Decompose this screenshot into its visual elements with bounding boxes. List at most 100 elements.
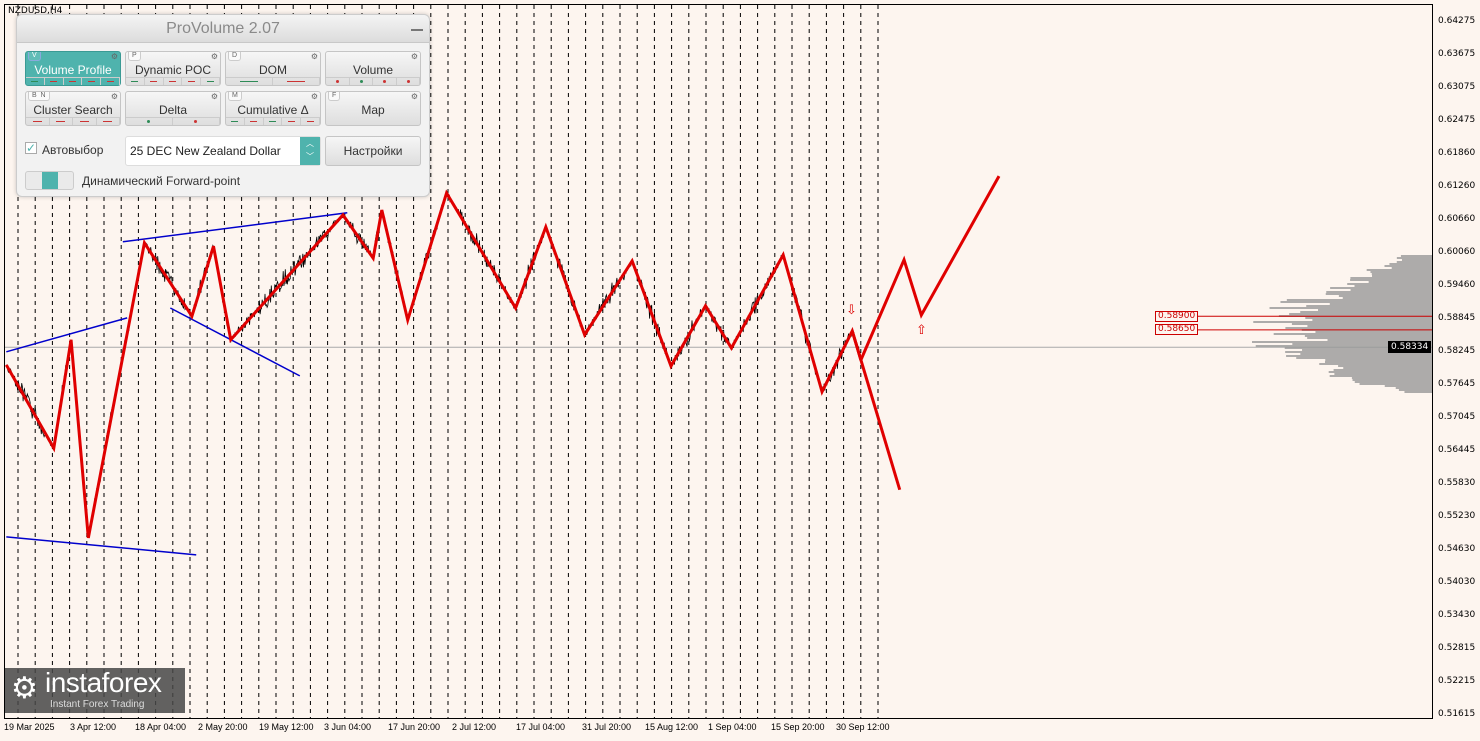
indicator [26, 118, 50, 125]
indicator [126, 118, 173, 125]
gear-icon[interactable]: ⚙ [110, 92, 118, 101]
button-label: Volume Profile [34, 63, 112, 77]
price-tick: 0.53430 [1438, 609, 1476, 620]
contract-select[interactable]: 25 DEC New Zealand Dollar ︿ ﹀ [125, 136, 321, 166]
button-dynamic-poc[interactable]: P ⚙ Dynamic POC [125, 51, 221, 86]
volume-profile-bar [1325, 293, 1432, 295]
volume-profile-bar [1343, 367, 1432, 369]
button-dom[interactable]: D ⚙ DOM [225, 51, 321, 86]
indicator-strip [326, 77, 420, 85]
hotkey-label: F [328, 92, 341, 101]
button-label: Volume [352, 63, 394, 77]
gear-icon[interactable]: ⚙ [210, 52, 218, 61]
time-tick: 17 Jul 04:00 [516, 722, 566, 732]
volume-profile-bar [1398, 389, 1432, 391]
volume-profile-bar [1327, 339, 1432, 341]
indicator [397, 78, 420, 85]
volume-profile-bar [1291, 323, 1432, 325]
hotkey-label: B N [28, 92, 50, 101]
button-map[interactable]: F ⚙ Map [325, 91, 421, 126]
time-tick: 15 Aug 12:00 [645, 722, 699, 732]
indicator [97, 118, 120, 125]
price-tick: 0.61860 [1438, 148, 1476, 159]
hotkey-label: M [228, 92, 242, 101]
indicator-strip [126, 77, 220, 85]
volume-profile-bar [1371, 273, 1432, 275]
volume-profile-bar [1326, 291, 1432, 293]
volume-profile-bar [1296, 357, 1432, 359]
gear-icon[interactable]: ⚙ [210, 92, 218, 101]
volume-profile-bar [1307, 325, 1432, 327]
volume-profile-bar [1319, 363, 1432, 365]
volume-profile-bar [1333, 369, 1432, 371]
indicator-strip [226, 77, 320, 85]
indicator [45, 78, 64, 85]
price-tick: 0.61260 [1438, 181, 1476, 192]
price-tick: 0.52815 [1438, 643, 1476, 654]
indicator [273, 78, 320, 85]
gear-icon[interactable]: ⚙ [410, 92, 418, 101]
volume-profile-bar [1351, 377, 1432, 379]
time-tick: 3 Jun 04:00 [324, 722, 372, 732]
volume-profile-bar [1315, 331, 1432, 333]
volume-profile-bar [1307, 337, 1432, 339]
volume-profile-bar [1329, 375, 1432, 377]
minimize-icon[interactable] [411, 29, 423, 31]
button-cumulative[interactable]: M ⚙ Cumulative Δ [225, 91, 321, 126]
volume-profile-bar [1370, 271, 1432, 273]
indicator [326, 78, 350, 85]
time-tick: 19 Mar 2025 [4, 722, 55, 732]
button-volume[interactable]: ⚙ Volume [325, 51, 421, 86]
gear-icon[interactable]: ⚙ [310, 92, 318, 101]
button-label: Dynamic POC [134, 63, 211, 77]
volume-profile-bar [1302, 349, 1432, 351]
gear-icon[interactable]: ⚙ [310, 52, 318, 61]
volume-profile-bar [1329, 303, 1432, 305]
price-tick: 0.55830 [1438, 478, 1476, 489]
trend-line [122, 212, 348, 243]
forward-point-toggle[interactable] [25, 171, 74, 190]
indicator [282, 118, 302, 125]
gear-icon[interactable]: ⚙ [110, 52, 118, 61]
volume-profile-bar [1255, 345, 1432, 347]
gear-icon[interactable]: ⚙ [410, 52, 418, 61]
volume-profile-bar [1368, 281, 1432, 283]
button-delta[interactable]: ⚙ Delta [125, 91, 221, 126]
time-tick: 31 Jul 20:00 [582, 722, 632, 732]
autoselect-checkbox[interactable]: ✓ [25, 141, 37, 155]
time-tick: 30 Sep 12:00 [836, 722, 890, 732]
volume-profile-bar [1334, 373, 1432, 375]
price-tick: 0.60060 [1438, 246, 1476, 257]
button-volume-profile[interactable]: V ⚙ Volume Profile [25, 51, 121, 86]
toggle-knob [42, 172, 58, 189]
volume-profile-bar [1404, 391, 1432, 393]
indicator-strip [226, 117, 320, 125]
price-tick: 0.63675 [1438, 48, 1476, 59]
price-tick: 0.58245 [1438, 346, 1476, 357]
panel-title[interactable]: ProVolume 2.07 [17, 15, 429, 43]
volume-profile-bar [1352, 379, 1432, 381]
volume-profile-bar [1284, 347, 1432, 349]
logo-name: instaforex [45, 667, 162, 698]
volume-profile-bar [1280, 301, 1432, 303]
volume-profile-bar [1384, 385, 1432, 387]
price-line [5, 190, 862, 538]
time-tick: 2 Jul 12:00 [452, 722, 497, 732]
indicator [373, 78, 397, 85]
provolume-panel: ProVolume 2.07 V ⚙ Volume Profile P ⚙ Dynamic… [16, 14, 430, 197]
volume-profile-bar [1292, 343, 1432, 345]
settings-button[interactable]: Настройки [325, 136, 421, 166]
time-tick: 1 Sep 04:00 [708, 722, 757, 732]
volume-profile-bar [1286, 355, 1432, 357]
sell-arrow-icon: ⇩ [846, 303, 857, 318]
volume-profile-bar [1354, 381, 1432, 383]
price-tick: 0.63075 [1438, 81, 1476, 92]
volume-profile-bar [1330, 287, 1432, 289]
volume-profile-bar [1304, 335, 1432, 337]
spinner-icon[interactable]: ︿ ﹀ [300, 137, 320, 165]
hotkey-label: V [28, 52, 41, 61]
button-cluster-search[interactable]: B N ⚙ Cluster Search [25, 91, 121, 126]
price-tick: 0.56445 [1438, 444, 1476, 455]
volume-profile-bar [1286, 299, 1432, 301]
volume-profile-bar [1342, 297, 1432, 299]
